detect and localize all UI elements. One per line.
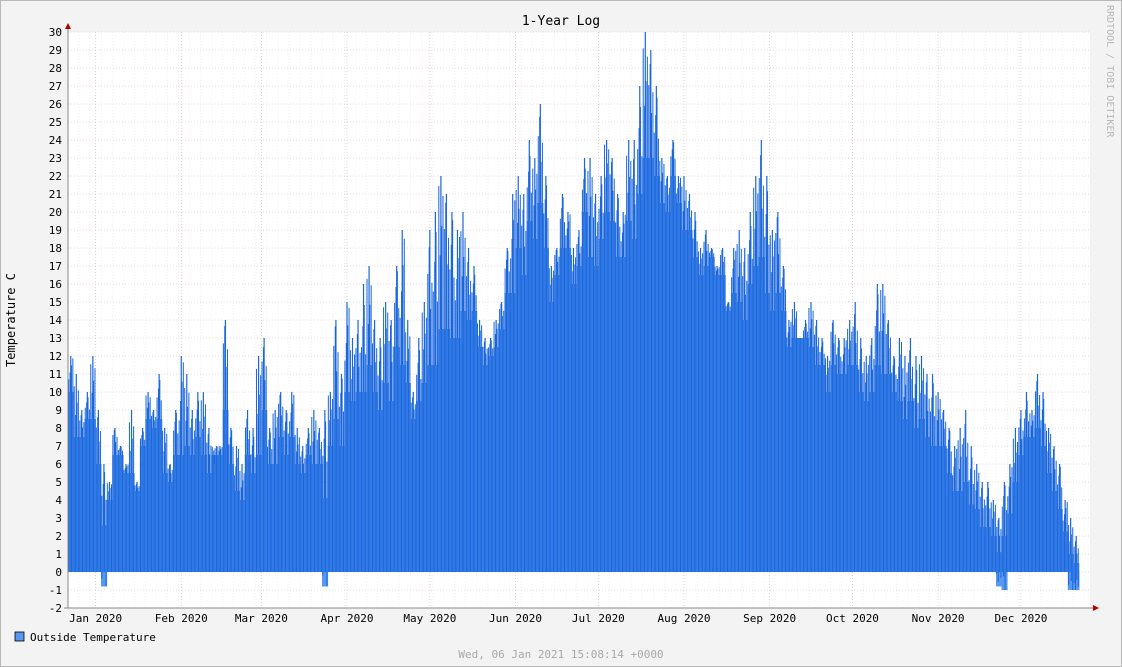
y-tick-label: 8 [55,422,62,435]
x-tick-label: Jul 2020 [572,612,625,625]
x-tick-label: Sep 2020 [743,612,796,625]
y-tick-label: 24 [49,134,63,147]
y-tick-label: 23 [49,152,62,165]
y-tick-label: 28 [49,62,62,75]
x-tick-label: Nov 2020 [912,612,965,625]
area-sample-negative [101,572,108,587]
legend: Outside Temperature [14,631,156,644]
y-tick-label: 15 [49,296,62,309]
y-tick-label: 7 [55,440,62,453]
y-tick-label: 6 [55,458,62,471]
y-axis-arrow [65,23,71,29]
area-sample-negative [1073,572,1080,590]
y-tick-label: 18 [49,242,62,255]
y-tick-label: 14 [49,314,63,327]
rrdtool-watermark: RRDTOOL / TOBI OETIKER [1104,5,1115,138]
y-tick-label: 25 [49,116,62,129]
chart-title: 1-Year Log [522,14,600,29]
y-tick-label: 11 [49,368,62,381]
y-tick-label: 16 [49,278,62,291]
x-tick-label: Oct 2020 [826,612,879,625]
y-tick-label: 19 [49,224,62,237]
x-axis-arrow [1093,605,1099,611]
y-tick-label: 0 [55,566,62,579]
y-tick-label: 17 [49,260,62,273]
temperature-area [68,32,1080,590]
legend-label: Outside Temperature [30,631,156,644]
y-tick-label: 30 [49,26,62,39]
y-tick-label: 27 [49,80,62,93]
y-tick-label: 9 [55,404,62,417]
y-tick-label: 5 [55,476,62,489]
y-tick-label: -1 [49,584,62,597]
y-tick-label: 20 [49,206,62,219]
y-axis-label: Temperature C [4,273,18,367]
x-tick-label: Mar 2020 [235,612,288,625]
y-tick-label: 21 [49,188,62,201]
y-tick-label: 29 [49,44,62,57]
x-tick-label: Aug 2020 [657,612,710,625]
y-tick-label: 4 [55,494,62,507]
area-sample-negative [996,572,1003,587]
y-tick-label: -2 [49,602,62,615]
y-tick-labels: -2-1012345678910111213141516171819202122… [49,26,63,615]
axes [64,23,1099,611]
legend-swatch [14,631,25,642]
y-tick-label: 26 [49,98,62,111]
x-tick-label: Jan 2020 [69,612,122,625]
y-tick-label: 13 [49,332,62,345]
area-sample-negative [322,572,329,587]
x-tick-label: May 2020 [403,612,456,625]
x-tick-label: Dec 2020 [994,612,1047,625]
y-tick-label: 22 [49,170,62,183]
y-tick-label: 12 [49,350,62,363]
y-tick-label: 3 [55,512,62,525]
y-tick-label: 2 [55,530,62,543]
footer-timestamp: Wed, 06 Jan 2021 15:08:14 +0000 [458,648,663,661]
y-tick-label: 1 [55,548,62,561]
x-tick-label: Feb 2020 [155,612,208,625]
x-tick-label: Jun 2020 [489,612,542,625]
x-tick-label: Apr 2020 [320,612,373,625]
y-tick-label: 10 [49,386,62,399]
x-tick-labels: Jan 2020 Feb 2020 Mar 2020 Apr 2020 May 2020… [69,612,1047,625]
